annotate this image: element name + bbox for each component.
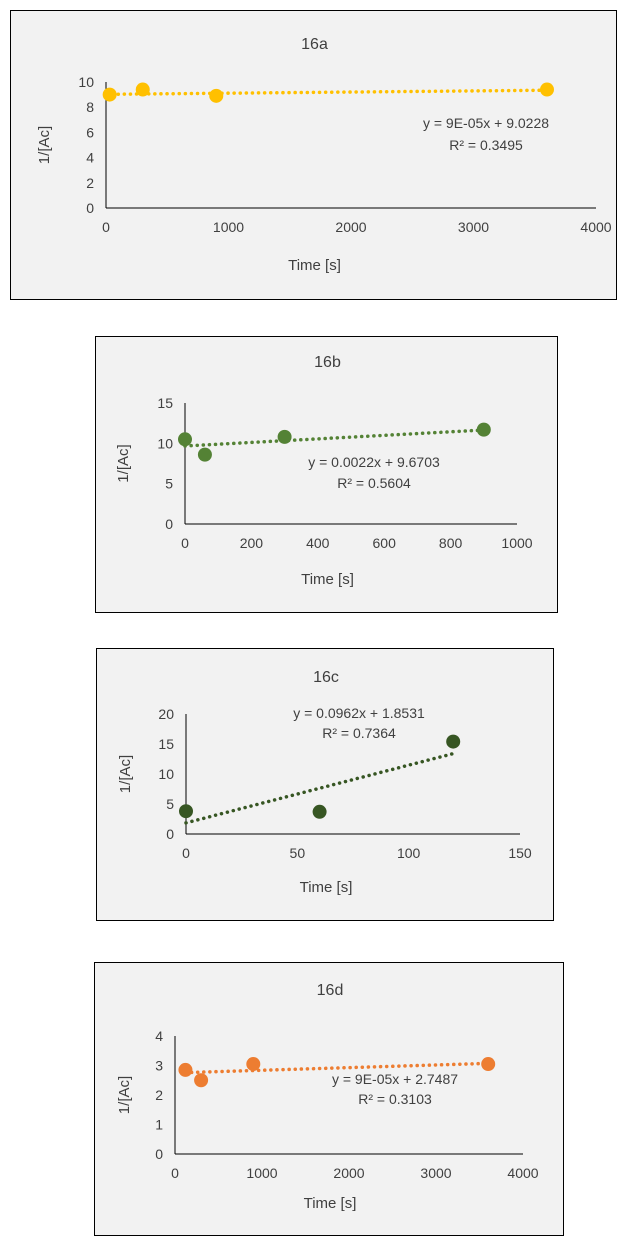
y-axis-label: 1/[Ac]	[115, 444, 132, 482]
data-point	[135, 82, 150, 97]
chart-16a: 16a 0 2 4 6 8 10 0 1000 2000 3000 4000 Time [s] 1/[Ac…	[36, 36, 612, 274]
data-point	[476, 422, 491, 437]
y-tick-label: 2	[86, 175, 94, 191]
trendline-equation: y = 0.0022x + 9.6703	[308, 454, 440, 470]
trendline-equation: y = 0.0962x + 1.8531	[293, 705, 425, 721]
x-tick-label: 2000	[335, 219, 366, 235]
trendline	[183, 428, 486, 448]
y-axis-label: 1/[Ac]	[117, 755, 134, 793]
chart-panel-16c: 16c 0 5 10 15 20 0 50 100 150 Time [s] 1/[Ac] y = 0.…	[96, 648, 554, 921]
data-point	[481, 1057, 496, 1072]
r-squared-label: R² = 0.5604	[337, 475, 411, 491]
y-tick-label: 6	[86, 124, 94, 140]
data-point	[209, 88, 224, 103]
r-squared-label: R² = 0.7364	[322, 725, 396, 741]
x-tick-label: 400	[306, 535, 330, 551]
chart-panel-16d: 16d 0 1 2 3 4 0 1000 2000 3000 4000 Time [s] 1/[Ac] y…	[94, 962, 564, 1236]
trendline-equation: y = 9E-05x + 9.0228	[423, 115, 549, 131]
x-tick-label: 200	[240, 535, 264, 551]
x-tick-label: 0	[182, 845, 190, 861]
y-axis-label: 1/[Ac]	[116, 1076, 133, 1114]
x-tick-label: 0	[181, 535, 189, 551]
y-tick-label: 0	[155, 1146, 163, 1162]
trendline	[183, 1061, 490, 1075]
y-axis-label: 1/[Ac]	[36, 126, 53, 164]
y-tick-label: 0	[166, 826, 174, 842]
y-tick-label: 20	[158, 706, 174, 722]
data-point	[246, 1057, 261, 1072]
y-tick-label: 15	[158, 736, 174, 752]
chart-16b: 16b 0 5 10 15 0 200 400 600 800 1000 Time [s] 1/[Ac]…	[115, 354, 533, 588]
x-axis-label: Time [s]	[300, 879, 353, 896]
y-tick-label: 10	[157, 435, 173, 451]
chart-title: 16c	[313, 669, 339, 686]
x-tick-label: 1000	[213, 219, 244, 235]
x-tick-label: 4000	[507, 1165, 538, 1181]
r-squared-label: R² = 0.3495	[449, 137, 523, 153]
x-tick-label: 3000	[420, 1165, 451, 1181]
x-tick-label: 100	[397, 845, 421, 861]
x-tick-label: 0	[171, 1165, 179, 1181]
data-point	[312, 804, 327, 819]
x-tick-label: 600	[373, 535, 397, 551]
data-point	[194, 1073, 209, 1088]
y-tick-label: 0	[165, 516, 173, 532]
y-tick-label: 8	[86, 99, 94, 115]
y-tick-label: 2	[155, 1087, 163, 1103]
x-axis-label: Time [s]	[304, 1195, 357, 1212]
trendline	[104, 88, 549, 97]
data-point	[178, 432, 192, 447]
y-tick-label: 3	[155, 1058, 163, 1074]
x-tick-label: 3000	[458, 219, 489, 235]
data-point	[197, 447, 212, 462]
data-point	[178, 1062, 193, 1077]
data-point	[179, 804, 193, 819]
y-tick-label: 1	[155, 1117, 163, 1133]
x-tick-label: 50	[290, 845, 306, 861]
y-tick-label: 4	[155, 1028, 163, 1044]
data-point	[540, 82, 554, 97]
y-tick-label: 10	[78, 74, 94, 90]
chart-title: 16a	[301, 36, 328, 53]
x-tick-label: 0	[102, 219, 110, 235]
x-tick-label: 1000	[501, 535, 532, 551]
chart-16d: 16d 0 1 2 3 4 0 1000 2000 3000 4000 Time [s] 1/[Ac] y…	[116, 982, 539, 1212]
chart-title: 16b	[314, 354, 341, 371]
data-point	[277, 429, 292, 444]
y-tick-label: 4	[86, 150, 94, 166]
data-point	[102, 87, 117, 102]
y-tick-label: 5	[166, 796, 174, 812]
x-tick-label: 2000	[333, 1165, 364, 1181]
y-tick-label: 5	[165, 476, 173, 492]
chart-title: 16d	[317, 982, 344, 999]
chart-panel-16a: 16a 0 2 4 6 8 10 0 1000 2000 3000 4000 Time [s] 1/[Ac…	[10, 10, 617, 300]
y-tick-label: 0	[86, 200, 94, 216]
chart-16c: 16c 0 5 10 15 20 0 50 100 150 Time [s] 1/[Ac] y = 0.…	[117, 669, 532, 896]
x-tick-label: 800	[439, 535, 463, 551]
x-tick-label: 1000	[246, 1165, 277, 1181]
r-squared-label: R² = 0.3103	[358, 1091, 432, 1107]
x-axis-label: Time [s]	[288, 257, 341, 274]
trendline-equation: y = 9E-05x + 2.7487	[332, 1071, 458, 1087]
x-tick-label: 150	[508, 845, 532, 861]
chart-panel-16b: 16b 0 5 10 15 0 200 400 600 800 1000 Time [s] 1/[Ac]…	[95, 336, 558, 613]
y-tick-label: 15	[157, 395, 173, 411]
x-tick-label: 4000	[580, 219, 611, 235]
y-tick-label: 10	[158, 766, 174, 782]
data-point	[446, 734, 461, 749]
x-axis-label: Time [s]	[301, 571, 354, 588]
